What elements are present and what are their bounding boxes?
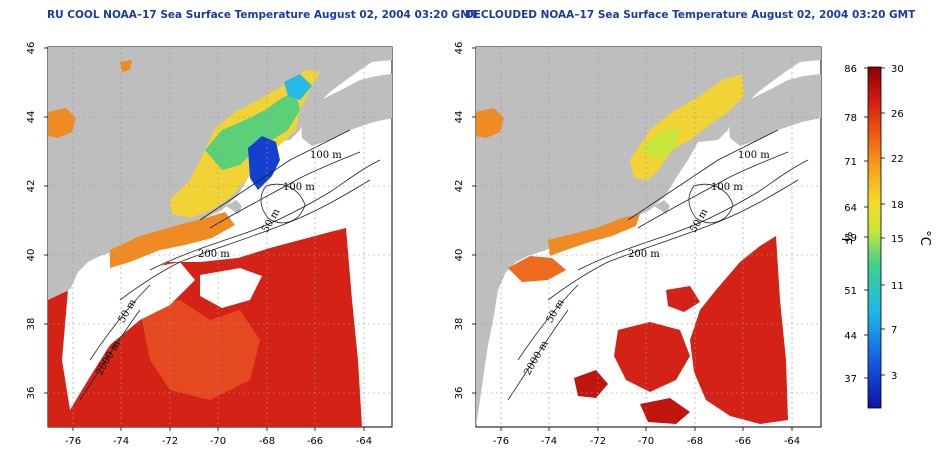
colorbar-c-tick-7: 3 xyxy=(891,371,897,382)
right-x-tick-4: -68 xyxy=(687,436,703,447)
left-sst-orange-shelf xyxy=(110,212,235,268)
right-sst-warm-fringe xyxy=(476,108,504,138)
colorbar-f-tick-4: 59 xyxy=(844,233,857,244)
right-map-title: DECLOUDED NOAA–17 Sea Surface Temperatur… xyxy=(465,9,916,21)
colorbar-celsius-label: °C xyxy=(917,230,932,246)
colorbar-fahrenheit-label: °F xyxy=(838,231,853,245)
left-y-tick-1: 38 xyxy=(26,318,37,331)
left-map-title: RU COOL NOAA–17 Sea Surface Temperature … xyxy=(47,9,478,21)
colorbar-c-tick-5: 11 xyxy=(891,281,904,292)
right-x-tick-3: -70 xyxy=(638,436,654,447)
left-sst-green-band xyxy=(205,92,300,170)
left-x-tick-6: -64 xyxy=(356,436,372,447)
right-graticule xyxy=(476,47,821,427)
left-x-tick-5: -66 xyxy=(307,436,323,447)
right-sst-map: 100 m 100 m 50 m 200 m 50 m 2000 m -76 -… xyxy=(454,42,822,447)
colorbar-f-tick-3: 64 xyxy=(844,203,857,214)
left-land-mass xyxy=(48,47,392,427)
colorbar-f-tick-0: 86 xyxy=(844,64,857,75)
right-sst-green-patch xyxy=(640,128,680,160)
colorbar-f-tick-2: 71 xyxy=(844,157,857,168)
right-y-tick-5: 46 xyxy=(454,42,465,55)
colorbar-f-tick-5: 51 xyxy=(844,286,857,297)
right-y-tick-0: 36 xyxy=(454,387,465,400)
left-tick-marks xyxy=(44,47,365,431)
left-cape-cod xyxy=(226,200,242,214)
left-contour-label-100m-a: 100 m xyxy=(310,150,342,161)
right-tick-marks xyxy=(472,47,793,431)
colorbar-c-tick-0: 30 xyxy=(891,64,904,75)
left-sst-inland-orange xyxy=(120,60,132,72)
left-x-tick-4: -68 xyxy=(259,436,275,447)
right-nova-scotia xyxy=(728,74,821,146)
right-sst-warm-scatter-4 xyxy=(666,286,700,312)
left-sst-cyan-edge xyxy=(284,74,312,100)
right-bathymetry-contours xyxy=(507,129,809,401)
left-x-tick-0: -76 xyxy=(65,436,81,447)
right-x-tick-0: -76 xyxy=(493,436,509,447)
colorbar-c-tick-2: 22 xyxy=(891,154,904,165)
right-sst-warm-south xyxy=(690,236,788,424)
temperature-colorbar: 86 78 71 64 59 51 44 37 30 26 22 18 15 1… xyxy=(838,64,932,409)
left-bathymetry-contours xyxy=(79,129,381,401)
left-sst-warm-fringe xyxy=(48,108,76,138)
colorbar-f-tick-1: 78 xyxy=(844,113,857,124)
right-sst-warm-scatter-1 xyxy=(614,322,690,392)
left-y-tick-5: 46 xyxy=(26,42,37,55)
left-x-tick-1: -74 xyxy=(113,436,129,447)
left-x-tick-3: -70 xyxy=(210,436,226,447)
left-y-tick-2: 40 xyxy=(26,249,37,262)
colorbar-c-tick-1: 26 xyxy=(891,109,904,120)
right-contour-label-100m-a: 100 m xyxy=(738,150,770,161)
left-sst-map: 100 m 100 m 50 m 200 m 50 m 2000 m -76 -… xyxy=(26,42,393,447)
left-sst-cloud-gaps-2 xyxy=(200,268,262,308)
left-sst-cloud-gaps xyxy=(62,262,195,410)
left-nova-scotia xyxy=(300,74,392,146)
left-graticule xyxy=(48,47,392,427)
left-y-tick-0: 36 xyxy=(26,387,37,400)
left-sst-red-patches xyxy=(140,300,260,400)
colorbar-c-tick-4: 15 xyxy=(891,234,904,245)
colorbar-f-tick-7: 37 xyxy=(844,374,857,385)
right-x-tick-5: -66 xyxy=(735,436,751,447)
left-y-tick-4: 44 xyxy=(26,111,37,124)
left-contour-label-200m: 200 m xyxy=(198,249,230,260)
right-sst-warm-scatter-3 xyxy=(640,398,690,424)
colorbar-c-tick-3: 18 xyxy=(891,200,904,211)
left-y-tick-3: 42 xyxy=(26,180,37,193)
right-y-tick-3: 42 xyxy=(454,180,465,193)
colorbar-gradient xyxy=(867,66,882,409)
right-cape-cod xyxy=(654,200,670,214)
colorbar-f-tick-6: 44 xyxy=(844,331,857,342)
right-sst-coastal-orange xyxy=(508,256,566,282)
right-contour-label-200m: 200 m xyxy=(628,249,660,260)
left-sst-cold-core xyxy=(248,136,280,190)
right-y-tick-4: 44 xyxy=(454,111,465,124)
right-x-tick-2: -72 xyxy=(590,436,606,447)
colorbar-ticks xyxy=(864,67,885,379)
right-y-tick-1: 38 xyxy=(454,318,465,331)
left-x-tick-2: -72 xyxy=(162,436,178,447)
right-sst-warm-scatter-2 xyxy=(574,370,608,398)
right-y-tick-2: 40 xyxy=(454,249,465,262)
right-land-mass xyxy=(476,47,821,427)
left-contour-label-100m-b: 100 m xyxy=(283,182,315,193)
right-contour-label-100m-b: 100 m xyxy=(711,182,743,193)
colorbar-c-tick-6: 7 xyxy=(891,325,897,336)
right-x-tick-1: -74 xyxy=(541,436,557,447)
right-sst-orange-shelf xyxy=(548,214,640,256)
right-x-tick-6: -64 xyxy=(784,436,800,447)
